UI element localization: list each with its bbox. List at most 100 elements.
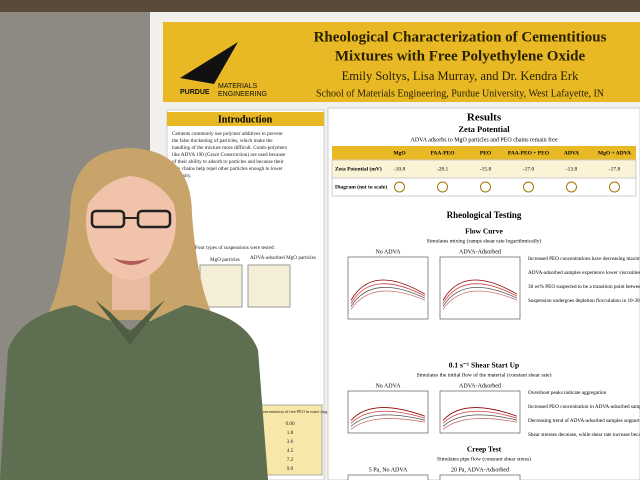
plot-title: 20 Pa, ADVA-Adsorbed [451,467,509,473]
table-row [331,177,637,197]
authors: Emily Soltys, Lisa Murray, and Dr. Kendr… [342,69,579,83]
table-col: PEO [480,150,492,156]
plot-curve [442,418,518,430]
plot-curve [442,290,518,310]
plot-curve [350,418,426,430]
table-cell: -28.1 [437,166,449,172]
table-cell: 3.6 [287,439,294,445]
table-row-label: Zeta Potential (mV) [335,165,382,172]
mini-table [257,404,323,476]
bullet: ADVA-adsorbed samples experience lower v… [528,270,640,276]
intro-line: Four types of suspensions were tested: [195,244,276,251]
table-cell: 1.8 [287,430,294,436]
plot-curve [350,410,426,424]
plot-title: ADVA-Adsorbed [459,249,501,255]
table-header-row [332,146,636,160]
plot-curve [350,279,426,301]
diagram-label: ADVA-adsorbed MgO particles [250,255,316,261]
table-cell: -17.0 [523,166,535,172]
hair-front [84,158,178,210]
intro-line: handling of the mixture more difficult. … [172,144,287,151]
subtitle: Simulates pipe flow (constant shear stre… [437,455,531,462]
plot-curve [350,283,426,304]
section-heading: 0.1 s⁻¹ Shear Start Up [449,361,519,370]
table-cell: 7.2 [287,457,294,463]
plot-frame [439,256,521,320]
particle-icon [394,181,405,193]
plot-curve [442,414,518,427]
plot-frame [347,256,429,320]
header-band [163,22,640,102]
bullet: 30 wt% PEO suspected to be a transition … [528,283,640,290]
particle-icon [480,181,491,193]
particle-icon [566,181,577,193]
plot-curve [442,410,518,424]
title: Mixtures with Free Polyethylene Oxide [335,48,586,64]
title: Rheological Characterization of Cementit… [314,29,607,45]
results-heading: Results [467,112,502,124]
mouth [113,258,150,265]
intro-line: the false thickening of particles, which… [172,137,273,144]
table-head: Concentration of free PEO in water (mg/m… [260,409,336,414]
plot-curve [350,287,426,307]
table-col: MgO [393,150,406,156]
plot-curve [350,290,426,310]
table-col: ADVA [564,150,579,156]
particle-icon [609,181,620,193]
bullet: Decreasing trend of ADVA-adsorbed sample… [528,417,640,424]
plot-frame [439,474,521,480]
table-col: PAA-PEO [430,150,455,156]
bullet: Increased PEO concentrations have decrea… [528,256,640,262]
logo-mark [180,42,238,84]
plot-title: ADVA-Adsorbed [459,383,501,389]
plot-title: No ADVA [375,383,401,389]
table-row-label: Diagram (not to scale) [335,183,387,190]
table-cell: -17.8 [609,166,621,172]
intro-head-bg [167,112,324,126]
table-col: PAA-PEO + PEO [508,150,550,156]
intro-line: Cements commonly use polymer additives t… [172,131,283,137]
affiliation: School of Materials Engineering, Purdue … [316,88,604,99]
section-heading: Creep Test [467,445,502,454]
shirt [0,305,268,480]
table-cell: -15.8 [480,166,492,172]
diagram-label: MgO particles [210,257,240,263]
intro-line: side chains help repel other particles e… [172,166,283,172]
table-col: MgO + ADVA [598,150,631,156]
bullet: Overshoot peaks indicate aggregation [528,390,607,396]
intro-line: like ADVA 190 (Grace Construction) are u… [172,151,286,158]
plot-title: 5 Pa, No ADVA [369,467,408,473]
plot-curve [350,414,426,427]
table-cell: -13.8 [566,166,578,172]
subtitle: Simulates the initial flow of the materi… [417,371,552,378]
plot-curve [442,279,518,301]
collar [95,300,165,345]
plot-curve [442,287,518,307]
logo-text: PURDUE [180,89,210,96]
wall-top [0,0,640,12]
plot-curve [442,283,518,304]
section-heading: Rheological Testing [447,210,522,220]
bullet: Increased PEO concentration in ADVA-adso… [528,404,640,410]
table-cell: 0.00 [285,421,294,427]
logo-text: MATERIALS [218,83,257,90]
intro-line: of their ability to adsorb to particles … [172,158,284,165]
plot-curve [350,407,426,421]
plot-frame [439,390,521,434]
diagram-box [247,264,291,308]
plot-title: No ADVA [375,249,401,255]
table-cell: 4.5 [287,448,294,454]
face [86,164,176,280]
bullet: Shear stresses decrease, while shear rat… [528,432,640,438]
particle-icon [437,181,448,193]
particle-icon [523,181,534,193]
logo-text: ENGINEERING [218,91,267,98]
bullet: Suspension undergoes depletion flocculat… [528,297,640,304]
table-cell: 9.0 [287,466,294,472]
section-heading: Flow Curve [465,227,503,236]
diagram-box [199,264,243,308]
subtitle: Simulates mixing (ramps shear rate logar… [427,237,542,244]
intro-heading: Introduction [218,114,273,125]
section-heading: Zeta Potential [458,124,510,134]
